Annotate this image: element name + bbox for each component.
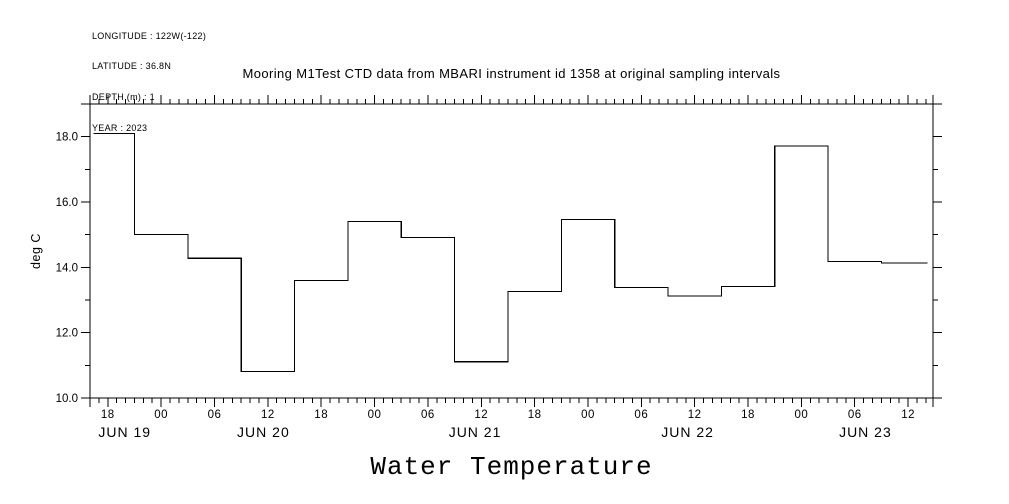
x-date-label: JUN 19 — [98, 424, 151, 440]
metadata-latitude: LATITUDE : 36.8N — [92, 61, 172, 72]
x-tick-label: 06 — [421, 409, 435, 421]
chart-title: Mooring M1Test CTD data from MBARI instr… — [242, 66, 781, 81]
x-date-label: JUN 20 — [237, 424, 290, 440]
y-tick-label: 12.0 — [56, 328, 78, 340]
plot-border — [81, 95, 942, 407]
x-date-label: JUN 21 — [449, 424, 502, 440]
x-tick-label: 12 — [474, 409, 488, 421]
x-tick-label: 00 — [154, 409, 168, 421]
x-tick-label: 18 — [741, 409, 755, 421]
chart-caption: Water Temperature — [370, 452, 653, 482]
metadata-year: YEAR : 2023 — [92, 123, 148, 134]
x-tick-label: 06 — [208, 409, 222, 421]
y-axis-ticks — [81, 136, 942, 366]
x-tick-label: 18 — [528, 409, 542, 421]
x-tick-label: 18 — [101, 409, 115, 421]
metadata-longitude: LONGITUDE : 122W(-122) — [92, 30, 207, 41]
x-tick-label: 00 — [581, 409, 595, 421]
x-tick-label: 06 — [848, 409, 862, 421]
y-tick-label: 14.0 — [56, 262, 78, 274]
x-axis-ticks — [89, 95, 927, 407]
temperature-step-line — [93, 132, 928, 373]
y-tick-label: 10.0 — [56, 393, 78, 405]
x-tick-label: 12 — [261, 409, 275, 421]
x-tick-label: 00 — [368, 409, 382, 421]
x-date-label: JUN 23 — [839, 424, 892, 440]
x-tick-label: 12 — [901, 409, 915, 421]
y-tick-label: 18.0 — [56, 132, 78, 144]
x-tick-label: 00 — [794, 409, 808, 421]
x-date-label: JUN 22 — [661, 424, 714, 440]
x-tick-label: 18 — [314, 409, 328, 421]
y-axis-label: deg C — [29, 233, 43, 269]
x-tick-label: 06 — [634, 409, 648, 421]
x-tick-label: 12 — [688, 409, 702, 421]
y-tick-label: 16.0 — [56, 197, 78, 209]
